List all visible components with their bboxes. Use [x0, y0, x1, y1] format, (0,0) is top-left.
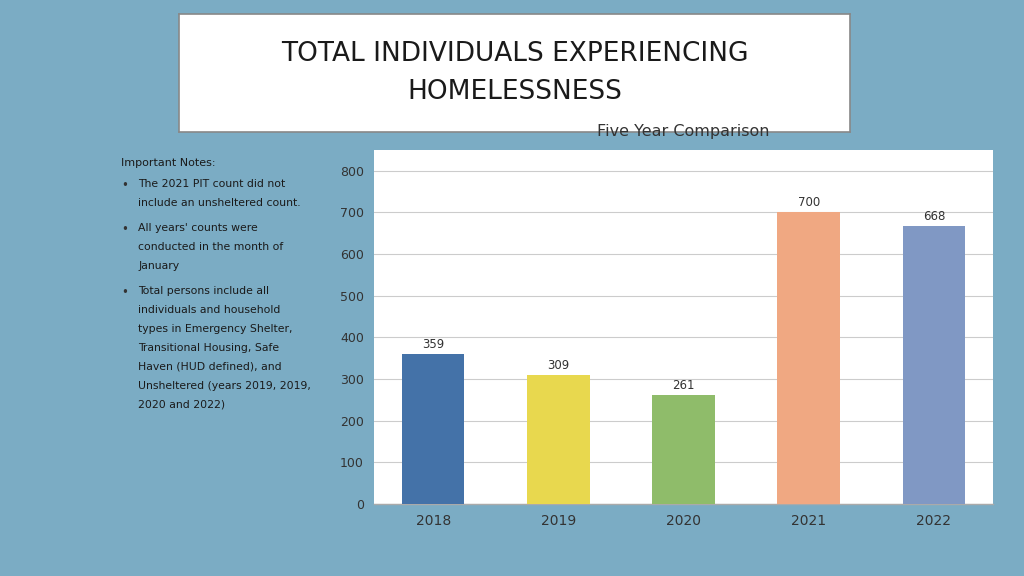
Text: 2020 and 2022): 2020 and 2022) — [138, 400, 225, 410]
Text: Haven (HUD defined), and: Haven (HUD defined), and — [138, 362, 282, 372]
Text: types in Emergency Shelter,: types in Emergency Shelter, — [138, 324, 293, 334]
Text: All years' counts were: All years' counts were — [138, 223, 258, 233]
Text: include an unsheltered count.: include an unsheltered count. — [138, 198, 301, 209]
Text: •: • — [121, 286, 128, 299]
Text: Important Notes:: Important Notes: — [121, 158, 215, 168]
Text: individuals and household: individuals and household — [138, 305, 281, 314]
Text: TOTAL INDIVIDUALS EXPERIENCING
HOMELESSNESS: TOTAL INDIVIDUALS EXPERIENCING HOMELESSN… — [281, 41, 749, 105]
Text: 261: 261 — [673, 380, 694, 392]
Bar — [527, 375, 590, 504]
Text: conducted in the month of: conducted in the month of — [138, 242, 284, 252]
Bar — [652, 395, 715, 504]
Text: Total persons include all: Total persons include all — [138, 286, 269, 295]
Text: 359: 359 — [422, 339, 444, 351]
Bar — [777, 213, 840, 504]
Text: •: • — [121, 179, 128, 192]
Text: Unsheltered (years 2019, 2019,: Unsheltered (years 2019, 2019, — [138, 381, 311, 391]
Text: The 2021 PIT count did not: The 2021 PIT count did not — [138, 179, 286, 190]
Text: 309: 309 — [547, 359, 569, 372]
Text: Transitional Housing, Safe: Transitional Housing, Safe — [138, 343, 280, 353]
Bar — [401, 354, 465, 504]
Text: January: January — [138, 261, 179, 271]
Text: 700: 700 — [798, 196, 820, 209]
Title: Five Year Comparison: Five Year Comparison — [597, 124, 770, 139]
Text: •: • — [121, 223, 128, 236]
Bar — [902, 226, 966, 504]
Text: 668: 668 — [923, 210, 945, 223]
